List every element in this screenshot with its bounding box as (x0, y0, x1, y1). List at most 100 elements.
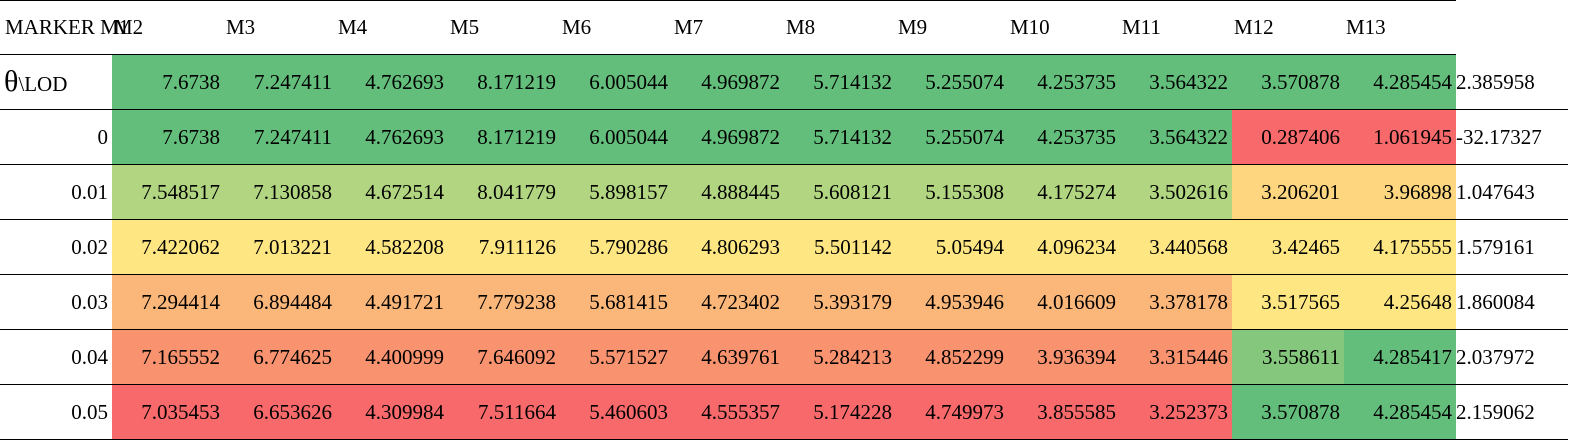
header-marker: M12 (1232, 0, 1344, 55)
value-cell: 8.171219 (448, 54, 560, 110)
value-cell: 4.491721 (336, 274, 448, 330)
value-cell: 3.440568 (1120, 219, 1232, 275)
value-cell: 4.175274 (1008, 164, 1120, 220)
table-row: 0.02 7.422062 7.013221 4.582208 7.911126 5.79… (0, 219, 1568, 275)
value-cell: 4.555357 (672, 384, 784, 440)
value-cell: 4.806293 (672, 219, 784, 275)
value-cell: 3.558611 (1232, 329, 1344, 385)
value-cell: 3.855585 (1008, 384, 1120, 440)
value-cell: 4.253735 (1008, 109, 1120, 165)
value-cell: 7.511664 (448, 384, 560, 440)
value-cell: 7.247411 (224, 54, 336, 110)
value-cell: 7.035453 (112, 384, 224, 440)
value-cell: 4.888445 (672, 164, 784, 220)
value-cell: 7.165552 (112, 329, 224, 385)
row-spacer (1456, 164, 1568, 220)
row-spacer (1456, 384, 1568, 440)
value-cell: 4.762693 (336, 54, 448, 110)
table-row: θ\LOD 7.6738 7.247411 4.762693 8.171219 6.005… (0, 54, 1568, 110)
value-cell: 4.175555 (1344, 219, 1456, 275)
lod-label: \LOD (18, 72, 68, 96)
value-cell: 4.953946 (896, 274, 1008, 330)
header-marker-m1: MARKER M1 (0, 0, 129, 55)
value-cell: 4.749973 (896, 384, 1008, 440)
corner-label: θ\LOD (0, 54, 112, 110)
table-row: 0.05 7.035453 6.653626 4.309984 7.511664 5.46… (0, 384, 1568, 440)
value-cell: 5.174228 (784, 384, 896, 440)
value-cell: 4.672514 (336, 164, 448, 220)
value-cell: 6.774625 (224, 329, 336, 385)
row-label: 0 (0, 109, 112, 165)
value-cell: 3.96898 (1344, 164, 1456, 220)
value-cell: 4.639761 (672, 329, 784, 385)
row-label: 0.01 (0, 164, 112, 220)
value-cell: 4.309984 (336, 384, 448, 440)
value-cell: 6.653626 (224, 384, 336, 440)
value-cell: 6.005044 (560, 54, 672, 110)
table-row: 0.03 7.294414 6.894484 4.491721 7.779238 5.68… (0, 274, 1568, 330)
value-cell: 4.852299 (896, 329, 1008, 385)
value-cell: 4.969872 (672, 54, 784, 110)
row-spacer (1456, 274, 1568, 330)
value-cell: 4.723402 (672, 274, 784, 330)
header-marker: M9 (896, 0, 1008, 55)
value-cell: 4.762693 (336, 109, 448, 165)
row-label: 0.04 (0, 329, 112, 385)
header-marker: M8 (784, 0, 896, 55)
value-cell: 6.894484 (224, 274, 336, 330)
header-marker: M11 (1120, 0, 1232, 55)
header-marker: M5 (448, 0, 560, 55)
value-cell: 4.285417 (1344, 329, 1456, 385)
table-row: 0.04 7.165552 6.774625 4.400999 7.646092 5.57… (0, 329, 1568, 385)
header-row: MARKER M1 M2 M3 M4 M5 M6 M7 M8 M9 M10 M1… (0, 0, 1568, 55)
value-cell: 5.608121 (784, 164, 896, 220)
value-cell: 5.255074 (896, 109, 1008, 165)
row-spacer (1456, 109, 1568, 165)
value-cell: 3.378178 (1120, 274, 1232, 330)
value-cell: 6.005044 (560, 109, 672, 165)
value-cell: 7.130858 (224, 164, 336, 220)
theta-symbol: θ (4, 65, 19, 98)
value-cell: 7.779238 (448, 274, 560, 330)
header-marker: M7 (672, 0, 784, 55)
row-spacer (1456, 219, 1568, 275)
value-cell: 3.206201 (1232, 164, 1344, 220)
value-cell: 5.714132 (784, 109, 896, 165)
value-cell: 3.252373 (1120, 384, 1232, 440)
value-cell: 5.05494 (896, 219, 1008, 275)
header-marker: M13 (1344, 0, 1456, 55)
value-cell: 5.501142 (784, 219, 896, 275)
value-cell: 4.016609 (1008, 274, 1120, 330)
value-cell: 3.570878 (1232, 54, 1344, 110)
header-marker: M3 (224, 0, 336, 55)
header-marker: M6 (560, 0, 672, 55)
value-cell: 4.253735 (1008, 54, 1120, 110)
value-cell: 4.096234 (1008, 219, 1120, 275)
row-label: 0.05 (0, 384, 112, 440)
value-cell: 3.315446 (1120, 329, 1232, 385)
value-cell: 7.548517 (112, 164, 224, 220)
row-label: 0.03 (0, 274, 112, 330)
value-cell: 7.6738 (112, 54, 224, 110)
value-cell: 3.502616 (1120, 164, 1232, 220)
value-cell: 4.25648 (1344, 274, 1456, 330)
table-row: 0.01 7.548517 7.130858 4.672514 8.041779 5.89… (0, 164, 1568, 220)
value-cell: 7.422062 (112, 219, 224, 275)
value-cell: 5.284213 (784, 329, 896, 385)
row-spacer (1456, 54, 1568, 110)
value-cell: 5.790286 (560, 219, 672, 275)
value-cell: 5.898157 (560, 164, 672, 220)
value-cell: 0.287406 (1232, 109, 1344, 165)
value-cell: 7.646092 (448, 329, 560, 385)
value-cell: 7.247411 (224, 109, 336, 165)
value-cell: 5.155308 (896, 164, 1008, 220)
value-cell: 5.255074 (896, 54, 1008, 110)
value-cell: 3.517565 (1232, 274, 1344, 330)
value-cell: 8.041779 (448, 164, 560, 220)
value-cell: 5.460603 (560, 384, 672, 440)
value-cell: 5.393179 (784, 274, 896, 330)
value-cell: 1.061945 (1344, 109, 1456, 165)
value-cell: 8.171219 (448, 109, 560, 165)
